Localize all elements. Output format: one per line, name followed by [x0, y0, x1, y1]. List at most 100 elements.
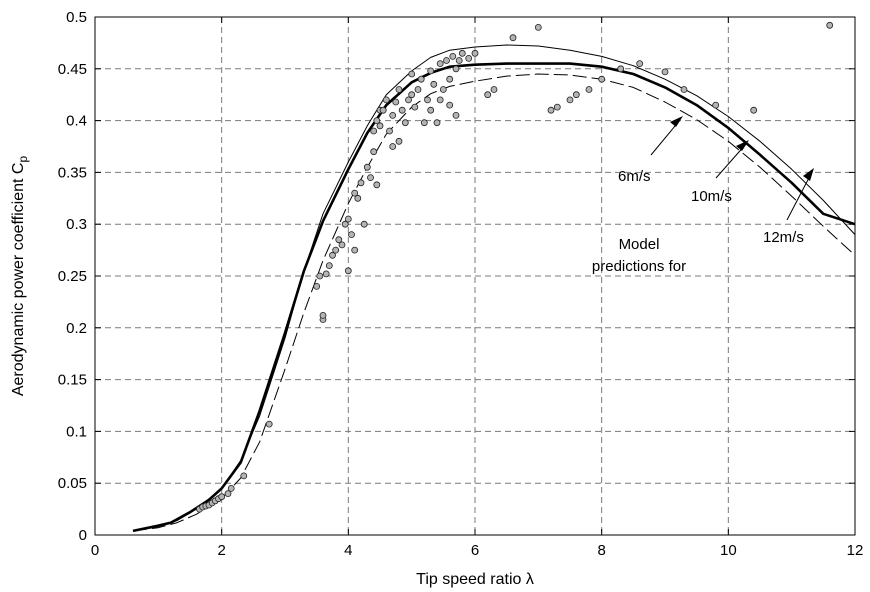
series-line-12m-s [132, 73, 856, 532]
data-point [373, 181, 381, 189]
data-point [636, 60, 644, 67]
data-point [265, 420, 273, 428]
data-point [329, 251, 336, 259]
data-point [398, 106, 406, 114]
data-point [338, 241, 346, 249]
data-point [325, 262, 333, 270]
y-axis-label-group: Aerodynamic power coefficient Cp [10, 156, 30, 397]
data-point [360, 220, 368, 228]
data-point [617, 65, 625, 73]
data-point [452, 112, 460, 119]
data-point [585, 86, 593, 93]
data-point [598, 75, 606, 83]
data-point [414, 86, 422, 93]
x-tick-label: 12 [847, 542, 864, 559]
data-point [572, 91, 580, 99]
data-point [224, 490, 232, 498]
arrow-6ms-head [670, 116, 683, 127]
x-tick-label: 0 [91, 542, 99, 559]
data-point [826, 21, 834, 29]
data-point [395, 137, 403, 145]
data-point [446, 75, 454, 83]
data-point [455, 57, 463, 64]
data-point [341, 220, 349, 228]
data-point [750, 106, 758, 114]
data-point [427, 67, 435, 75]
data-point [351, 189, 359, 197]
data-point [427, 106, 435, 114]
arrow-10ms-head [736, 140, 749, 151]
grid [95, 17, 855, 535]
arrow-12ms-line [786, 171, 813, 221]
data-point [370, 127, 378, 135]
data-point [227, 484, 235, 492]
y-tick-label: 0.35 [58, 164, 87, 181]
data-point [547, 106, 555, 114]
data-point [490, 86, 498, 93]
data-point [379, 106, 387, 114]
x-tick-label: 4 [344, 542, 352, 559]
data-point [436, 96, 444, 104]
data-point [452, 65, 460, 73]
model-label-line1: Model [619, 236, 660, 253]
y-tick-label: 0.5 [66, 9, 87, 26]
data-point [357, 179, 365, 187]
data-point [382, 96, 390, 104]
data-point [401, 119, 409, 127]
model-label-line2: predictions for [592, 258, 686, 275]
y-tick-label: 0.4 [66, 113, 87, 130]
y-tick-label: 0.3 [66, 216, 87, 233]
data-point [332, 246, 340, 254]
data-point [218, 493, 226, 501]
data-point [436, 60, 444, 67]
data-point [319, 311, 327, 319]
arrow-12ms-head [803, 168, 814, 181]
data-point [351, 246, 359, 254]
data-point [449, 53, 457, 60]
data-point [376, 122, 384, 130]
data-point [322, 270, 330, 278]
axis-ticks: 0 2 4 6 8 10 12 0 0.05 0.1 0.15 0.2 0.25 0.3 0.35 0.4 0.… [58, 9, 864, 559]
x-tick-label: 8 [597, 542, 605, 559]
data-point [240, 472, 248, 480]
data-point [458, 49, 466, 57]
data-point [408, 70, 416, 78]
data-point [373, 117, 381, 124]
data-point [534, 23, 542, 31]
label-10ms: 10m/s [691, 188, 732, 205]
data-point [443, 57, 450, 64]
data-point [484, 91, 492, 99]
data-point [370, 148, 378, 156]
data-point [680, 86, 688, 93]
x-tick-label: 2 [217, 542, 225, 559]
data-point [389, 143, 397, 150]
y-tick-label: 0.45 [58, 61, 87, 78]
data-point [430, 80, 438, 88]
data-point [566, 96, 574, 104]
data-point [411, 103, 419, 111]
data-point [471, 49, 479, 57]
label-6ms: 6m/s [618, 168, 651, 185]
data-point [395, 86, 403, 93]
measured-points [196, 21, 834, 513]
data-point [389, 112, 397, 119]
data-point [553, 103, 561, 111]
label-12ms: 12m/s [763, 229, 804, 246]
data-point [335, 236, 343, 244]
data-point [392, 98, 400, 106]
data-point [354, 194, 362, 202]
data-point [313, 282, 321, 290]
data-point [465, 55, 473, 62]
data-point [424, 96, 431, 104]
data-point [367, 174, 374, 182]
y-tick-label: 0.05 [58, 475, 87, 492]
data-point [344, 215, 352, 223]
data-point [712, 101, 720, 109]
y-axis-label-subscript: p [16, 156, 30, 163]
data-point [433, 119, 441, 127]
data-point [417, 75, 425, 83]
y-axis-label-main: Aerodynamic power coefficient C [10, 163, 27, 397]
y-tick-label: 0.15 [58, 372, 87, 389]
data-point [344, 267, 352, 275]
